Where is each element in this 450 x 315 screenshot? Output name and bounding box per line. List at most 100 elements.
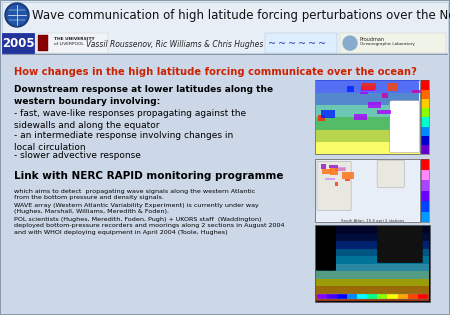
Bar <box>316 256 429 264</box>
Bar <box>316 234 429 241</box>
Bar <box>322 169 331 174</box>
Bar <box>335 168 346 170</box>
Bar <box>387 295 397 299</box>
Text: which aims to detect  propagating wave signals along the western Atlantic
from t: which aims to detect propagating wave si… <box>14 189 255 200</box>
Bar <box>367 295 378 299</box>
Bar <box>325 178 335 180</box>
FancyBboxPatch shape <box>316 226 336 271</box>
Bar <box>421 99 429 108</box>
Bar <box>316 294 429 301</box>
Bar <box>315 225 430 302</box>
Bar <box>377 110 391 114</box>
Text: POL scientists (Hughes, Meredith, Foden, Pugh) + UKORS staff  (Waddington)
deplo: POL scientists (Hughes, Meredith, Foden,… <box>14 217 284 235</box>
Text: Oceanographic Laboratory: Oceanographic Laboratory <box>360 42 415 46</box>
Bar <box>316 241 429 249</box>
Bar <box>421 136 429 145</box>
Bar <box>421 159 429 169</box>
Bar <box>408 295 418 299</box>
Text: South Atlan. 15-6 apri 2 stations: South Atlan. 15-6 apri 2 stations <box>341 219 404 223</box>
Bar <box>316 286 429 294</box>
Circle shape <box>343 36 357 50</box>
Bar <box>347 295 357 299</box>
Text: ~: ~ <box>308 39 316 49</box>
Bar <box>382 93 388 98</box>
Bar <box>316 271 429 279</box>
Bar <box>2 54 448 55</box>
Bar <box>418 295 428 299</box>
FancyBboxPatch shape <box>317 161 351 210</box>
Bar <box>421 127 429 136</box>
Bar <box>345 179 350 181</box>
Bar <box>329 165 338 168</box>
Bar <box>361 86 375 91</box>
Bar <box>368 102 381 108</box>
FancyBboxPatch shape <box>377 160 405 187</box>
Bar <box>2 33 34 53</box>
Text: ~: ~ <box>298 39 306 49</box>
Bar <box>360 92 368 94</box>
Bar <box>421 80 429 89</box>
Text: ~: ~ <box>278 39 286 49</box>
FancyBboxPatch shape <box>390 100 420 153</box>
Bar <box>421 159 429 222</box>
Text: Vassil Roussenov, Ric Williams & Chris Hughes: Vassil Roussenov, Ric Williams & Chris H… <box>86 40 264 49</box>
Bar <box>421 191 429 201</box>
Text: THE UNIVERSITY: THE UNIVERSITY <box>54 37 94 41</box>
Bar <box>1 55 449 314</box>
Bar <box>347 86 354 92</box>
Bar <box>36 33 108 53</box>
Bar <box>321 110 335 118</box>
Bar <box>421 169 429 180</box>
Bar <box>397 295 408 299</box>
Bar <box>327 295 337 299</box>
Bar <box>421 80 429 154</box>
Bar <box>317 295 428 299</box>
Bar <box>387 83 398 91</box>
Bar <box>315 80 420 154</box>
Bar <box>38 35 48 51</box>
Bar <box>265 33 337 53</box>
Text: Proudman: Proudman <box>360 37 385 42</box>
Bar <box>1 1 449 55</box>
Text: - an intermediate response involving changes in
local circulation: - an intermediate response involving cha… <box>14 131 233 152</box>
Bar <box>316 249 429 256</box>
Text: How changes in the high latitude forcing communicate over the ocean?: How changes in the high latitude forcing… <box>14 67 417 77</box>
Bar <box>315 159 420 222</box>
Text: ~: ~ <box>318 39 326 49</box>
Bar <box>378 295 387 299</box>
Bar <box>316 117 419 130</box>
Bar <box>421 108 429 117</box>
Bar <box>316 160 419 221</box>
Bar <box>321 164 326 169</box>
Bar <box>421 180 429 191</box>
Bar <box>354 114 367 120</box>
Text: of LIVERPOOL: of LIVERPOOL <box>54 42 84 46</box>
Text: 2005: 2005 <box>2 37 34 50</box>
Bar <box>316 130 419 142</box>
Bar <box>316 105 419 117</box>
Bar <box>421 145 429 154</box>
Bar <box>340 33 446 53</box>
FancyBboxPatch shape <box>377 226 423 263</box>
Bar <box>412 90 425 93</box>
Bar <box>362 83 376 89</box>
Circle shape <box>5 3 29 27</box>
Bar <box>421 201 429 212</box>
Bar <box>342 173 354 179</box>
Bar <box>316 93 419 105</box>
Bar <box>316 279 429 286</box>
Text: Link with NERC RAPID monitoring programme: Link with NERC RAPID monitoring programm… <box>14 171 284 181</box>
Bar <box>338 167 346 171</box>
Text: ~: ~ <box>288 39 296 49</box>
Bar <box>316 264 429 271</box>
Bar <box>421 117 429 127</box>
Bar <box>316 80 419 93</box>
Bar <box>421 212 429 222</box>
Bar <box>317 295 327 299</box>
Text: Wave communication of high latitude forcing perturbations over the North Atlanti: Wave communication of high latitude forc… <box>32 9 450 22</box>
Bar <box>335 182 338 186</box>
Bar <box>316 142 419 154</box>
Bar <box>2 2 448 53</box>
Text: - fast, wave-like responses propagating against the
sidewalls and along the equa: - fast, wave-like responses propagating … <box>14 109 246 130</box>
Text: Downstream response at lower latitudes along the
western boundary involving:: Downstream response at lower latitudes a… <box>14 85 273 106</box>
